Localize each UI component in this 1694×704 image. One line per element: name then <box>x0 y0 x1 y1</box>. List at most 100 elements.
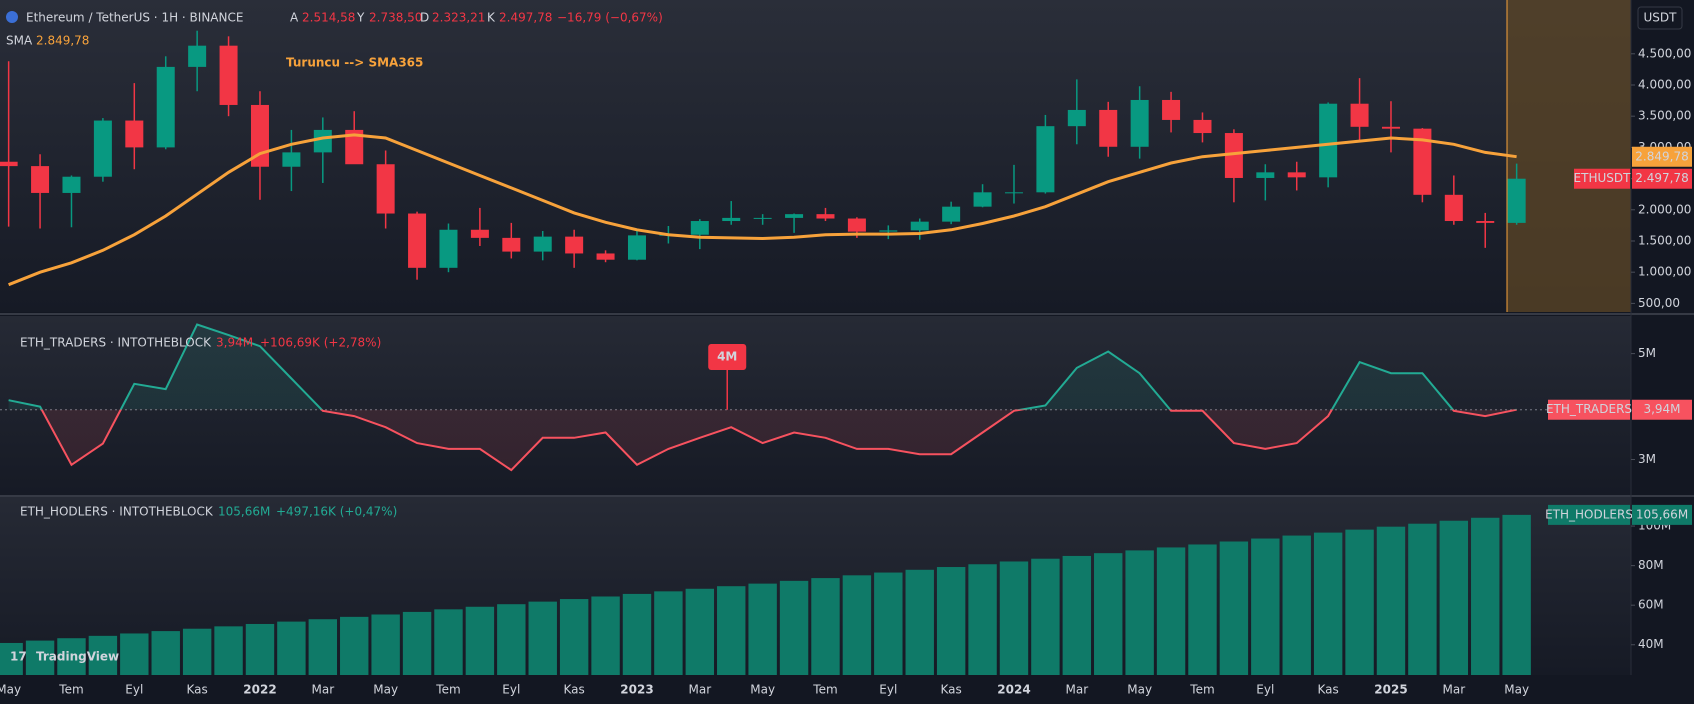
x-tick-label: May <box>1504 683 1529 697</box>
candle-body <box>0 161 18 167</box>
x-tick-label: May <box>750 683 775 697</box>
x-tick-label: Mar <box>1065 683 1088 697</box>
value-tag <box>1632 504 1692 525</box>
x-tick-label: Kas <box>941 683 962 697</box>
candle-body <box>62 176 81 193</box>
x-tick-label: Tem <box>435 683 460 697</box>
bar <box>654 591 683 675</box>
ohlc-value: 2.738,50 <box>369 11 422 25</box>
candle-body <box>785 214 804 218</box>
y-tick-label: 60M <box>1638 598 1664 612</box>
symbol-tag-label: ETHUSDT <box>1574 171 1632 185</box>
candle-body <box>502 237 521 252</box>
bar <box>622 593 652 675</box>
x-tick-label: Mar <box>1442 683 1465 697</box>
candle-body <box>1319 103 1338 178</box>
bar <box>245 623 275 675</box>
bar <box>1282 535 1311 675</box>
bar <box>57 638 86 675</box>
bar <box>779 580 809 675</box>
bar <box>936 567 966 675</box>
y-tick-label: 3M <box>1638 452 1656 466</box>
annotation: Turuncu --> SMA365 <box>286 56 423 70</box>
candle-body <box>1350 103 1369 127</box>
bar <box>497 604 526 675</box>
annotation-label: 4M <box>717 350 737 364</box>
indicator-value: 2.849,78 <box>36 34 89 48</box>
candle-body <box>942 206 961 222</box>
candle-body <box>1162 99 1181 120</box>
candle-body <box>879 230 898 232</box>
candle-body <box>31 166 50 193</box>
x-tick-label: Kas <box>564 683 585 697</box>
candle-body <box>1067 109 1086 127</box>
bar <box>182 628 212 675</box>
bar <box>214 626 243 675</box>
x-tick-label: Kas <box>187 683 208 697</box>
x-tick-label: 2024 <box>997 683 1030 697</box>
series-tag-label: ETH_TRADERS <box>1546 402 1632 416</box>
x-tick-label: Eyl <box>502 683 520 697</box>
bar <box>748 583 777 675</box>
candle-body <box>1130 99 1149 147</box>
bar <box>1125 550 1154 675</box>
bar <box>1031 558 1060 675</box>
bar <box>1094 553 1123 675</box>
x-tick-label: Eyl <box>1256 683 1274 697</box>
pane-change: +497,16K (+0,47%) <box>276 505 397 519</box>
x-tick-label: Tem <box>1189 683 1214 697</box>
bar <box>811 578 840 675</box>
bar <box>1502 514 1531 675</box>
currency-box <box>1637 6 1683 30</box>
bar <box>88 635 118 675</box>
bar <box>999 561 1029 675</box>
candle-body <box>1256 172 1275 178</box>
bar <box>465 606 495 675</box>
symbol-title: Ethereum / TetherUS · 1H · BINANCE <box>26 11 243 25</box>
bar <box>968 564 997 675</box>
candle-body <box>1444 194 1463 222</box>
symbol-tag <box>1574 168 1630 189</box>
y-tick-label: 40M <box>1638 637 1664 651</box>
y-tick-label: 4.500,00 <box>1638 46 1691 60</box>
sma-line <box>8 133 1517 287</box>
ohlc-key: K <box>487 11 496 25</box>
x-tick-label: Eyl <box>879 683 897 697</box>
candle-body <box>596 253 615 260</box>
bar <box>1156 547 1186 675</box>
indicator-name: SMA <box>6 34 33 48</box>
plot-area: 4M <box>0 30 1631 675</box>
annotation-box <box>708 344 747 370</box>
brand: TradingView <box>36 650 119 664</box>
candle-body <box>188 45 207 67</box>
candle-body <box>156 66 175 148</box>
bar <box>685 588 715 675</box>
traders-line <box>8 323 1517 472</box>
x-tick-label: Tem <box>812 683 837 697</box>
candle-body <box>470 229 489 238</box>
x-tick-label: Mar <box>688 683 711 697</box>
future-region <box>1507 0 1631 312</box>
candle-body <box>1193 119 1212 134</box>
bar <box>0 642 23 675</box>
x-tick-label: Kas <box>1318 683 1339 697</box>
x-tick-label: Tem <box>58 683 83 697</box>
candle-body <box>1476 221 1495 223</box>
y-tick-label: 500,00 <box>1638 296 1680 310</box>
candle-body <box>1099 109 1118 147</box>
candle-body <box>1287 172 1306 178</box>
y-tick-label: 4.000,00 <box>1638 77 1691 91</box>
bar <box>402 611 432 675</box>
y-tick-label: 80M <box>1638 558 1664 572</box>
bar <box>1345 529 1374 675</box>
bar <box>559 599 589 675</box>
series-tag <box>1548 504 1630 525</box>
bar <box>591 596 620 675</box>
value-tag-label: 105,66M <box>1636 507 1688 521</box>
bar <box>717 586 746 675</box>
bar <box>1313 532 1343 675</box>
candle-body <box>1036 126 1055 193</box>
series-tag-label: ETH_HODLERS <box>1545 507 1633 521</box>
candle-body <box>690 221 709 235</box>
